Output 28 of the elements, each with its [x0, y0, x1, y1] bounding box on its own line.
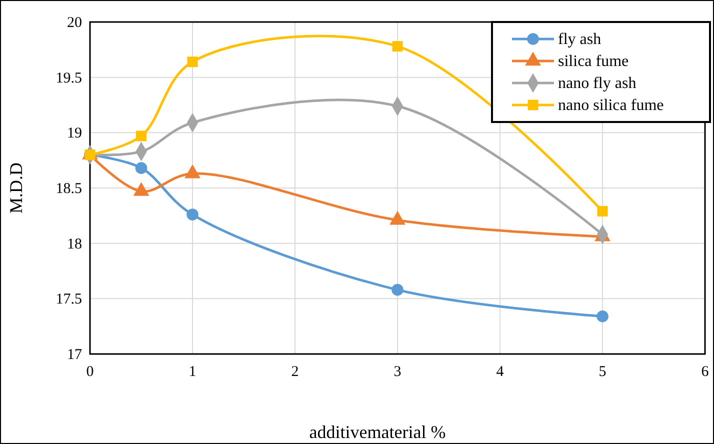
y-tick-label: 17.5: [56, 292, 82, 308]
point: [136, 130, 146, 142]
legend-label: nano silica fume: [558, 97, 664, 114]
x-tick-label: 5: [598, 364, 606, 380]
point: [186, 208, 198, 220]
x-tick-label: 3: [394, 364, 402, 380]
x-tick-label: 2: [291, 364, 299, 380]
y-tick-label: 19.5: [56, 70, 82, 86]
x-tick-label: 1: [188, 364, 196, 380]
point: [135, 162, 148, 174]
point: [392, 284, 404, 296]
point: [392, 41, 403, 52]
point: [596, 310, 608, 322]
x-tick-label: 4: [496, 364, 504, 380]
legend-label: fly ash: [558, 31, 602, 48]
x-tick-label: 0: [86, 364, 94, 380]
x-axis-title: additivematerial %: [309, 422, 446, 442]
y-axis-title: M.D.D: [6, 162, 26, 214]
y-tick-label: 19: [67, 126, 82, 142]
y-tick-label: 20: [67, 15, 82, 31]
legend-label: silica fume: [558, 53, 629, 70]
point: [597, 206, 608, 216]
legend-label: nano fly ash: [558, 75, 636, 92]
y-tick-label: 17: [67, 347, 82, 363]
x-tick-label: 6: [701, 364, 710, 380]
point: [187, 56, 198, 68]
y-tick-label: 18.5: [56, 181, 82, 197]
y-tick-label: 18: [67, 236, 82, 252]
